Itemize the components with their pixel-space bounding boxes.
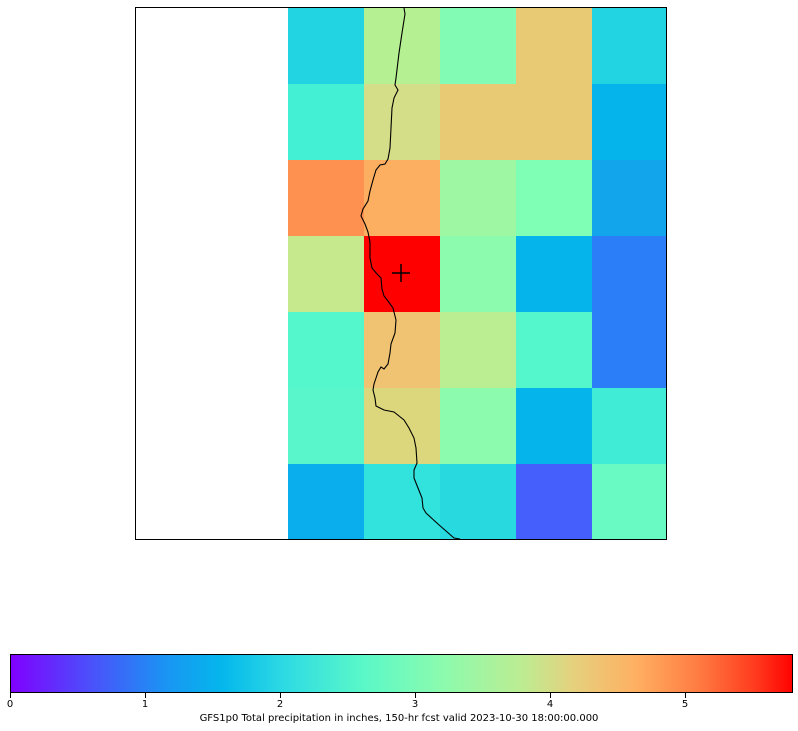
grid-cell: [440, 8, 517, 85]
colorbar-tick-label: 1: [141, 699, 149, 710]
grid-cell: [364, 84, 441, 161]
coastline: [360, 8, 461, 539]
grid-cell: [516, 236, 593, 313]
colorbar-tick-label: 5: [681, 699, 689, 710]
grid-cell: [212, 236, 289, 313]
colorbar-tick: [415, 693, 416, 698]
grid-cell: [440, 84, 517, 161]
grid-cell: [516, 312, 593, 389]
grid-cell: [288, 388, 365, 465]
grid-cell: [288, 160, 365, 237]
grid-cell: [136, 388, 213, 465]
grid-cell: [516, 464, 593, 539]
grid-cell: [592, 84, 666, 161]
grid-cell: [440, 464, 517, 539]
colorbar-tick: [685, 693, 686, 698]
grid-cell: [440, 388, 517, 465]
precipitation-map: [136, 8, 666, 539]
grid-cell: [288, 464, 365, 539]
grid-cell: [592, 388, 666, 465]
colorbar-label: GFS1p0 Total precipitation in inches, 15…: [199, 713, 599, 724]
grid-cell: [288, 312, 365, 389]
grid-cell: [136, 464, 213, 539]
colorbar-tick-label: 4: [546, 699, 554, 710]
grid-cell: [592, 236, 666, 313]
grid-cell: [592, 464, 666, 539]
grid-cell: [440, 236, 517, 313]
colorbar-tick: [550, 693, 551, 698]
grid-cell: [212, 84, 289, 161]
map-panel: [135, 7, 667, 540]
colorbar-tick-label: 0: [6, 699, 14, 710]
grid-cell: [516, 8, 593, 85]
grid-cell: [440, 160, 517, 237]
grid-cell: [136, 236, 213, 313]
grid-cell: [212, 312, 289, 389]
grid-cell: [440, 312, 517, 389]
grid-cell: [364, 388, 441, 465]
grid-cell: [364, 8, 441, 85]
grid-cell: [364, 312, 441, 389]
grid-cell: [516, 84, 593, 161]
grid-cell: [364, 464, 441, 539]
colorbar-tick-label: 3: [411, 699, 419, 710]
grid-cell: [212, 8, 289, 85]
grid-cell: [592, 8, 666, 85]
plus-marker: [392, 264, 410, 282]
colorbar-tick: [145, 693, 146, 698]
grid-cell: [516, 160, 593, 237]
grid-cell: [288, 84, 365, 161]
colorbar-tick: [10, 693, 11, 698]
grid-cell: [212, 464, 289, 539]
grid-cell: [364, 160, 441, 237]
grid-cell: [136, 160, 213, 237]
grid-cell: [212, 160, 289, 237]
grid-cell: [288, 8, 365, 85]
colorbar-tick: [280, 693, 281, 698]
grid-cell: [288, 236, 365, 313]
colorbar: [10, 654, 793, 693]
grid-cell: [592, 160, 666, 237]
colorbar-tick-label: 2: [276, 699, 284, 710]
grid-cell: [136, 312, 213, 389]
grid-cell: [212, 388, 289, 465]
grid-cell: [592, 312, 666, 389]
grid-cell: [136, 8, 213, 85]
grid-cell: [364, 236, 441, 313]
grid-cell: [516, 388, 593, 465]
grid-cell: [136, 84, 213, 161]
